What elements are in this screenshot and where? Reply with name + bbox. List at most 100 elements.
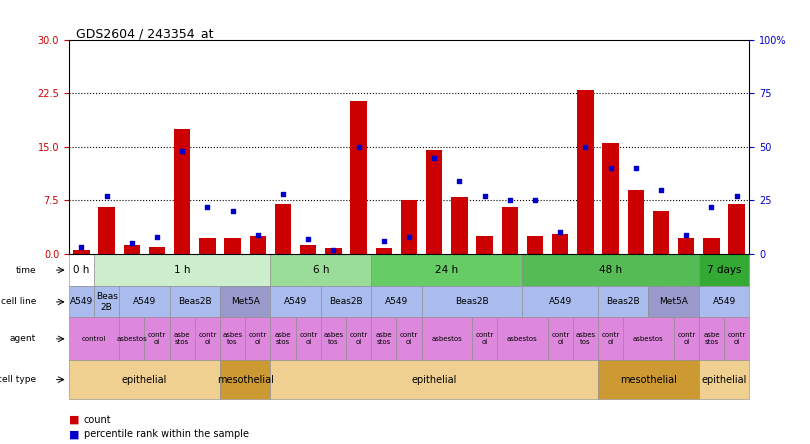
Point [705, 203, 718, 210]
Text: Beas
2B: Beas 2B [96, 292, 117, 312]
Bar [94, 286, 119, 317]
Text: A549: A549 [713, 297, 735, 306]
Text: 48 h: 48 h [599, 265, 622, 275]
Bar [69, 286, 94, 317]
Point [276, 190, 289, 198]
Point [100, 193, 113, 200]
Bar [422, 317, 472, 361]
Point [352, 143, 365, 151]
Text: asbe
stos: asbe stos [275, 333, 292, 345]
Bar [220, 361, 271, 399]
Text: ■: ■ [69, 429, 79, 440]
Bar [351, 100, 367, 254]
Point [604, 165, 617, 172]
Bar [628, 190, 644, 254]
Text: asbe
stos: asbe stos [376, 333, 392, 345]
Bar [249, 236, 266, 254]
Bar [476, 236, 492, 254]
Bar [271, 286, 321, 317]
Bar [598, 286, 649, 317]
Text: epithelial: epithelial [701, 375, 747, 385]
Point [680, 231, 693, 238]
Bar [169, 286, 220, 317]
Text: contr
ol: contr ol [198, 333, 216, 345]
Bar [174, 129, 190, 254]
Text: 0 h: 0 h [73, 265, 90, 275]
Bar [401, 200, 417, 254]
Point [654, 186, 667, 193]
Point [251, 231, 264, 238]
Bar [426, 151, 442, 254]
Bar [275, 204, 292, 254]
Bar [699, 361, 749, 399]
Bar [501, 207, 518, 254]
Text: contr
ol: contr ol [727, 333, 746, 345]
Bar [224, 238, 241, 254]
Text: A549: A549 [548, 297, 572, 306]
Point [403, 233, 416, 240]
Bar [321, 286, 371, 317]
Text: asbestos: asbestos [432, 336, 463, 342]
Bar [674, 317, 699, 361]
Bar [271, 254, 371, 286]
Text: 7 days: 7 days [707, 265, 741, 275]
Bar [296, 317, 321, 361]
Text: agent: agent [10, 334, 36, 343]
Text: contr
ol: contr ol [400, 333, 418, 345]
Point [75, 244, 88, 251]
Bar [271, 317, 296, 361]
Bar [699, 286, 749, 317]
Bar [321, 317, 346, 361]
Bar [371, 317, 396, 361]
Bar [73, 250, 90, 254]
Point [529, 197, 542, 204]
Bar [220, 317, 245, 361]
Text: asbe
stos: asbe stos [703, 333, 720, 345]
Point [377, 238, 390, 245]
Bar [603, 143, 619, 254]
Text: A549: A549 [284, 297, 307, 306]
Bar [451, 197, 467, 254]
Bar [69, 361, 220, 399]
Point [579, 143, 592, 151]
Point [126, 240, 139, 247]
Point [226, 207, 239, 214]
Bar [497, 317, 548, 361]
Text: A549: A549 [133, 297, 156, 306]
Bar [144, 317, 169, 361]
Text: Beas2B: Beas2B [455, 297, 489, 306]
Bar [578, 90, 594, 254]
Bar [573, 317, 598, 361]
Text: asbe
stos: asbe stos [174, 333, 190, 345]
Text: time: time [15, 266, 36, 274]
Bar [703, 238, 719, 254]
Bar [422, 286, 522, 317]
Text: A549: A549 [385, 297, 408, 306]
Bar [598, 361, 699, 399]
Text: asbes
tos: asbes tos [323, 333, 343, 345]
Point [478, 193, 491, 200]
Bar [371, 286, 422, 317]
Point [428, 154, 441, 161]
Text: percentile rank within the sample: percentile rank within the sample [84, 429, 249, 440]
Bar [119, 286, 169, 317]
Bar [526, 236, 544, 254]
Bar [149, 247, 165, 254]
Text: control: control [82, 336, 106, 342]
Bar [376, 248, 392, 254]
Bar [396, 317, 422, 361]
Text: contr
ol: contr ol [299, 333, 318, 345]
Text: contr
ol: contr ol [350, 333, 368, 345]
Bar [199, 238, 215, 254]
Bar [169, 317, 195, 361]
Text: A549: A549 [70, 297, 93, 306]
Text: epithelial: epithelial [411, 375, 457, 385]
Point [151, 233, 164, 240]
Bar [119, 317, 144, 361]
Text: 24 h: 24 h [435, 265, 458, 275]
Bar [220, 286, 271, 317]
Text: contr
ol: contr ol [551, 333, 569, 345]
Bar [728, 204, 745, 254]
Bar [548, 317, 573, 361]
Point [453, 178, 466, 185]
